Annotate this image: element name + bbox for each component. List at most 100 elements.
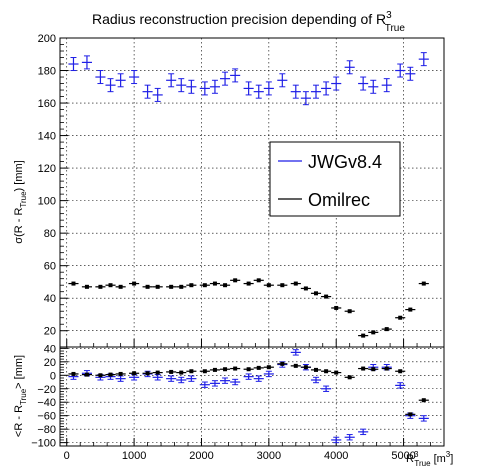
top-y-tick-label: 160 bbox=[38, 98, 56, 110]
top-data-point-jwg bbox=[263, 81, 274, 96]
top-data-point-omilrec bbox=[418, 281, 429, 286]
top-data-point-jwg bbox=[105, 78, 116, 93]
top-data-point-omilrec bbox=[68, 281, 79, 286]
bottom-data-point-jwg bbox=[230, 378, 241, 386]
point-marker bbox=[223, 367, 228, 372]
top-data-point-jwg bbox=[277, 73, 288, 88]
top-data-point-jwg bbox=[68, 57, 79, 72]
bottom-data-point-omilrec bbox=[186, 369, 197, 374]
top-data-point-omilrec bbox=[395, 315, 406, 320]
top-data-point-omilrec bbox=[405, 307, 416, 312]
point-marker bbox=[421, 398, 426, 403]
top-data-point-jwg bbox=[142, 84, 153, 99]
top-data-point-omilrec bbox=[115, 284, 126, 289]
point-marker bbox=[233, 366, 238, 371]
bottom-y-tick-label: −80 bbox=[37, 424, 56, 436]
top-data-point-jwg bbox=[381, 78, 392, 93]
bottom-data-point-jwg bbox=[321, 385, 332, 392]
top-data-point-omilrec bbox=[321, 294, 332, 299]
top-data-point-omilrec bbox=[186, 283, 197, 288]
bottom-data-point-jwg bbox=[243, 373, 254, 380]
bottom-data-point-jwg bbox=[209, 380, 220, 387]
top-data-point-jwg bbox=[95, 70, 106, 85]
bottom-data-point-omilrec bbox=[209, 367, 220, 372]
top-y-tick-label: 200 bbox=[38, 33, 56, 45]
top-data-point-jwg bbox=[152, 87, 163, 102]
bottom-y-tick-label: −100 bbox=[31, 438, 56, 450]
top-data-point-omilrec bbox=[209, 281, 220, 286]
point-marker bbox=[408, 307, 413, 312]
top-y-tick-label: 80 bbox=[44, 228, 56, 240]
point-marker bbox=[246, 367, 251, 372]
bottom-data-point-omilrec bbox=[243, 367, 254, 372]
top-data-point-jwg bbox=[331, 76, 342, 91]
point-marker bbox=[324, 294, 329, 299]
top-data-point-jwg bbox=[405, 66, 416, 81]
bottom-data-point-omilrec bbox=[381, 366, 392, 371]
point-marker bbox=[98, 284, 103, 289]
bottom-data-point-omilrec bbox=[290, 363, 301, 368]
top-data-point-omilrec bbox=[230, 278, 241, 283]
bottom-y-tick-label: 0 bbox=[50, 370, 56, 382]
point-marker bbox=[212, 281, 217, 286]
top-data-point-jwg bbox=[310, 84, 322, 99]
point-marker bbox=[118, 284, 123, 289]
x-tick-label: 4000 bbox=[324, 450, 348, 462]
top-data-point-omilrec bbox=[199, 283, 210, 288]
top-data-point-jwg bbox=[368, 79, 379, 94]
point-marker bbox=[334, 305, 339, 310]
point-marker bbox=[280, 361, 285, 366]
point-marker bbox=[132, 281, 137, 286]
point-marker bbox=[155, 370, 160, 375]
point-marker bbox=[202, 369, 207, 374]
bottom-data-point-omilrec bbox=[310, 367, 322, 372]
bottom-data-point-omilrec bbox=[405, 412, 416, 417]
bottom-data-point-jwg bbox=[166, 375, 177, 382]
bottom-y-axis-label: <R - RTrue> [mm] bbox=[13, 355, 28, 437]
top-data-point-omilrec bbox=[358, 333, 369, 338]
bottom-data-point-omilrec bbox=[418, 398, 429, 403]
axis-ticks: 20406080100120140160180200−100−80−60−40−… bbox=[31, 33, 445, 462]
point-marker bbox=[384, 327, 389, 332]
data-layer bbox=[68, 52, 429, 444]
top-y-tick-label: 40 bbox=[44, 293, 56, 305]
top-data-point-jwg bbox=[115, 73, 126, 88]
bottom-data-point-jwg bbox=[310, 376, 322, 384]
top-data-point-omilrec bbox=[300, 286, 311, 291]
point-marker bbox=[314, 291, 318, 296]
point-marker bbox=[314, 367, 318, 372]
point-marker bbox=[132, 371, 137, 376]
point-marker bbox=[179, 284, 184, 289]
top-data-point-omilrec bbox=[290, 281, 301, 286]
top-data-point-omilrec bbox=[331, 305, 342, 310]
bottom-data-point-omilrec bbox=[68, 371, 79, 376]
bottom-data-point-jwg bbox=[253, 375, 264, 382]
bottom-data-point-omilrec bbox=[253, 365, 264, 370]
point-marker bbox=[145, 371, 150, 376]
x-tick-label: 0 bbox=[64, 450, 70, 462]
bottom-data-point-jwg bbox=[129, 374, 140, 381]
top-y-axis-label: σ(R - RTrue) [mm] bbox=[13, 160, 28, 243]
point-marker bbox=[398, 315, 403, 320]
point-marker bbox=[280, 283, 285, 288]
legend-label-omilrec: Omilrec bbox=[308, 190, 370, 210]
top-data-point-jwg bbox=[166, 73, 177, 88]
top-y-tick-label: 100 bbox=[38, 196, 56, 208]
point-marker bbox=[347, 375, 352, 380]
point-marker bbox=[118, 371, 123, 376]
x-axis-label: R3 True [m3] bbox=[406, 450, 453, 468]
point-marker bbox=[408, 412, 413, 417]
top-y-tick-label: 120 bbox=[38, 163, 56, 175]
bottom-y-tick-label: −60 bbox=[37, 411, 56, 423]
top-data-point-omilrec bbox=[310, 291, 322, 296]
point-marker bbox=[256, 278, 261, 283]
top-data-point-omilrec bbox=[381, 327, 392, 332]
legend-entry-jwg: JWGv8.4 bbox=[278, 152, 382, 172]
point-marker bbox=[266, 365, 271, 370]
bottom-data-point-jwg bbox=[199, 381, 210, 388]
bottom-data-point-omilrec bbox=[166, 369, 177, 374]
bottom-data-point-omilrec bbox=[199, 369, 210, 374]
point-marker bbox=[293, 281, 298, 286]
point-marker bbox=[233, 278, 238, 283]
